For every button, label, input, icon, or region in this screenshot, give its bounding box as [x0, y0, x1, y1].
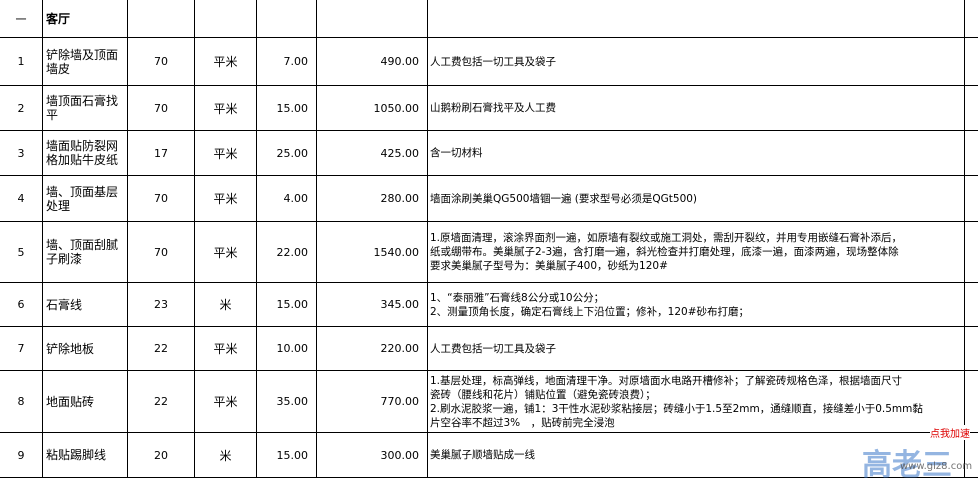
quantity: 70 — [128, 86, 195, 131]
unit-price: 15.00 — [257, 283, 317, 327]
unit-price: 22.00 — [257, 222, 317, 283]
remark-line: 1.原墙面清理，滚涂界面剂一遍，如原墙有裂纹或施工洞处，需刮开裂纹，并用专用嵌缝… — [430, 232, 903, 244]
empty-cell — [965, 222, 978, 283]
row-number: 1 — [0, 38, 43, 86]
empty-cell — [965, 131, 978, 176]
remark-line: 1、“泰丽雅”石膏线8公分或10公分； — [430, 291, 605, 304]
total: 280.00 — [317, 176, 428, 222]
total: 300.00 — [317, 433, 428, 478]
empty-cell — [965, 86, 978, 131]
remark-line: 纸或绷带布。美巢腻子2-3遍，含打磨一遍，斜光检查并打磨处理，底漆一遍，面漆两遍… — [430, 246, 899, 258]
row-number: 6 — [0, 283, 43, 327]
quantity: 70 — [128, 176, 195, 222]
remark-line: 山鹅粉刷石膏找平及人工费 — [430, 102, 556, 114]
item-name: 石膏线 — [43, 283, 128, 327]
total: 220.00 — [317, 327, 428, 371]
empty-cell — [965, 371, 978, 433]
row-number: 7 — [0, 327, 43, 371]
quantity: 20 — [128, 433, 195, 478]
empty-cell — [195, 0, 257, 38]
remarks: 人工费包括一切工具及袋子 — [428, 38, 965, 86]
unit-price: 25.00 — [257, 131, 317, 176]
row-number: 9 — [0, 433, 43, 478]
total: 770.00 — [317, 371, 428, 433]
row-number: 2 — [0, 86, 43, 131]
remark-line: 2、测量顶角长度，确定石膏线上下沿位置；修补，120#砂布打磨； — [430, 305, 750, 318]
item-name: 地面贴砖 — [43, 371, 128, 433]
item-name: 墙面贴防裂网格加贴牛皮纸 — [43, 131, 128, 176]
total: 345.00 — [317, 283, 428, 327]
empty-cell — [965, 176, 978, 222]
row-number: 8 — [0, 371, 43, 433]
empty-cell — [257, 0, 317, 38]
item-name: 粘贴踢脚线 — [43, 433, 128, 478]
watermark-badge: 点我加速 — [930, 425, 970, 440]
quantity: 70 — [128, 222, 195, 283]
remark-line: 要求美巢腻子型号为：美巢腻子400，砂纸为120# — [430, 260, 668, 272]
remarks: 含一切材料 — [428, 131, 965, 176]
remark-line: 2.刷水泥胶浆一遍，铺1：3干性水泥砂浆粘接层；砖缝小于1.5至2mm，通缝顺直… — [430, 402, 923, 415]
item-name: 墙、顶面刮腻子刷漆 — [43, 222, 128, 283]
row-number: 3 — [0, 131, 43, 176]
section-title: 客厅 — [43, 0, 128, 38]
unit: 米 — [195, 283, 257, 327]
remark-line: 1.基层处理，标高弹线，地面清理干净。对原墙面水电路开槽修补；了解瓷砖规格色泽，… — [430, 374, 903, 387]
quantity: 22 — [128, 327, 195, 371]
total: 490.00 — [317, 38, 428, 86]
total: 1540.00 — [317, 222, 428, 283]
unit: 平米 — [195, 176, 257, 222]
row-number: 4 — [0, 176, 43, 222]
remark-line: 瓷砖（腰线和花片）铺贴位置（避免瓷砖浪费）； — [430, 388, 656, 401]
remarks: 墙面涂刷美巢QG500墙锢一遍 (要求型号必须是QGt500) — [428, 176, 965, 222]
row-number: 5 — [0, 222, 43, 283]
unit: 平米 — [195, 86, 257, 131]
remark-line: 人工费包括一切工具及袋子 — [430, 342, 556, 355]
remarks: 1.原墙面清理，滚涂界面剂一遍，如原墙有裂纹或施工洞处，需刮开裂纹，并用专用嵌缝… — [428, 222, 965, 283]
remarks: 人工费包括一切工具及袋子 — [428, 327, 965, 371]
total: 1050.00 — [317, 86, 428, 131]
unit: 平米 — [195, 38, 257, 86]
quantity: 23 — [128, 283, 195, 327]
empty-cell — [317, 0, 428, 38]
empty-cell — [965, 38, 978, 86]
unit: 平米 — [195, 327, 257, 371]
item-name: 墙顶面石膏找平 — [43, 86, 128, 131]
remark-line: 片空谷率不超过3% ，贴砖前完全浸泡 — [430, 416, 615, 429]
empty-cell — [965, 283, 978, 327]
unit: 平米 — [195, 222, 257, 283]
remark-line: 人工费包括一切工具及袋子 — [430, 55, 556, 68]
empty-cell — [128, 0, 195, 38]
section-number: 一 — [0, 0, 43, 38]
quantity: 17 — [128, 131, 195, 176]
unit-price: 7.00 — [257, 38, 317, 86]
unit-price: 35.00 — [257, 371, 317, 433]
empty-cell — [965, 0, 978, 38]
item-name: 铲除地板 — [43, 327, 128, 371]
total: 425.00 — [317, 131, 428, 176]
remarks: 山鹅粉刷石膏找平及人工费 — [428, 86, 965, 131]
unit: 平米 — [195, 371, 257, 433]
unit: 米 — [195, 433, 257, 478]
item-name: 铲除墙及顶面墙皮 — [43, 38, 128, 86]
unit-price: 15.00 — [257, 86, 317, 131]
empty-cell — [428, 0, 965, 38]
unit-price: 10.00 — [257, 327, 317, 371]
empty-cell — [965, 327, 978, 371]
remarks: 1.基层处理，标高弹线，地面清理干净。对原墙面水电路开槽修补；了解瓷砖规格色泽，… — [428, 371, 965, 433]
unit: 平米 — [195, 131, 257, 176]
unit-price: 4.00 — [257, 176, 317, 222]
quantity: 22 — [128, 371, 195, 433]
remark-line: 美巢腻子顺墙贴成一线 — [430, 449, 535, 461]
unit-price: 15.00 — [257, 433, 317, 478]
watermark-url: www.glz8.com — [900, 461, 973, 472]
item-name: 墙、顶面基层处理 — [43, 176, 128, 222]
remarks: 1、“泰丽雅”石膏线8公分或10公分； 2、测量顶角长度，确定石膏线上下沿位置；修… — [428, 283, 965, 327]
remark-line: 墙面涂刷美巢QG500墙锢一遍 (要求型号必须是QGt500) — [430, 192, 698, 205]
quantity: 70 — [128, 38, 195, 86]
remark-line: 含一切材料 — [430, 147, 483, 159]
